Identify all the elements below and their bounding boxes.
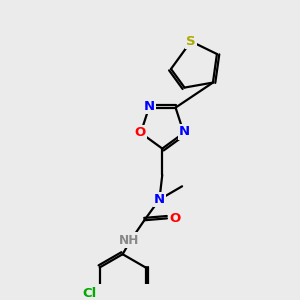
Text: S: S [186, 35, 196, 48]
Text: N: N [143, 100, 155, 113]
Text: Cl: Cl [82, 287, 97, 300]
Text: N: N [179, 125, 190, 139]
Text: O: O [169, 212, 180, 225]
Text: N: N [154, 193, 165, 206]
Text: O: O [134, 126, 146, 140]
Text: NH: NH [119, 234, 140, 247]
